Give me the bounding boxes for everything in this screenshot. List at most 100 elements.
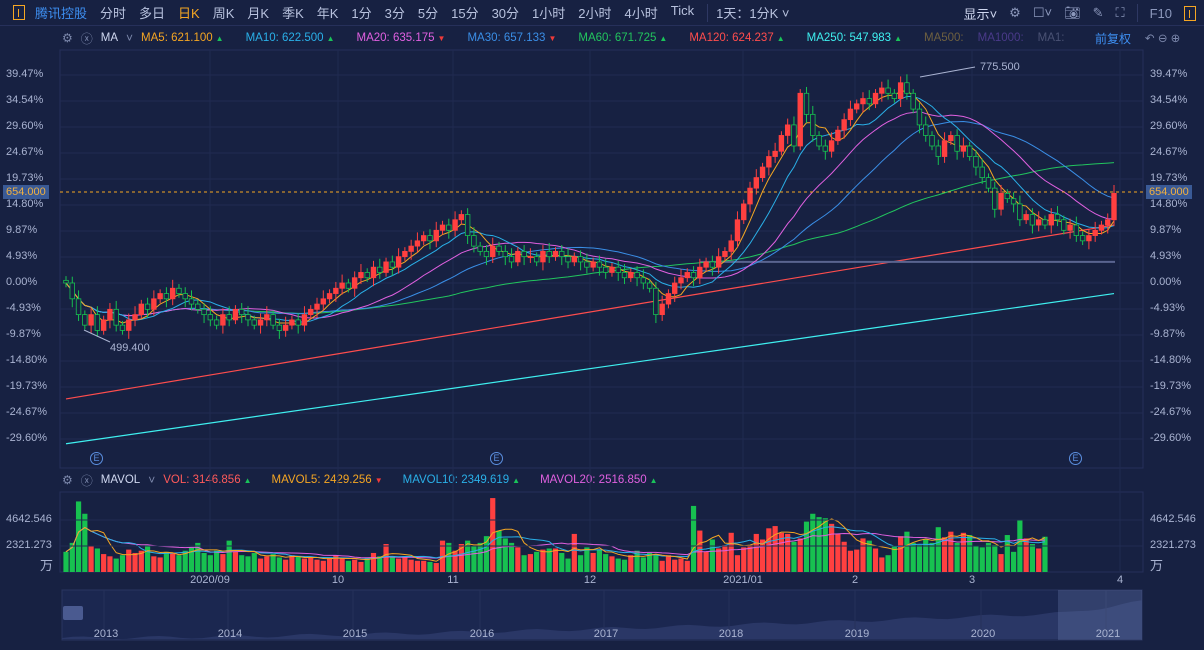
candle	[188, 298, 195, 305]
volume-bar	[521, 555, 527, 572]
gear-icon[interactable]: ⚙	[62, 473, 73, 487]
indicator-name[interactable]: MA	[100, 32, 119, 44]
volume-bar	[320, 560, 326, 572]
navigator-year: 2019	[844, 628, 870, 640]
stock-name[interactable]: 腾讯控股	[35, 6, 88, 21]
candle	[126, 319, 132, 331]
volume-bar	[728, 532, 734, 572]
volume-bar	[113, 558, 119, 572]
volume-bar	[565, 558, 571, 572]
camera-icon[interactable]: 📷︎	[1064, 5, 1081, 20]
tab-4[interactable]: 月K	[247, 6, 270, 21]
tab-12[interactable]: 1小时	[532, 6, 566, 21]
volume-bar	[797, 538, 803, 572]
tab-15[interactable]: Tick	[670, 3, 695, 18]
volume-bar	[1042, 536, 1048, 572]
tab-9[interactable]: 5分	[417, 6, 439, 21]
tab-6[interactable]: 年K	[316, 6, 339, 21]
layout-dropdown-icon[interactable]: ☐˅	[1032, 5, 1053, 20]
legend-item: MA250: 547.983 ▲	[807, 32, 902, 44]
vol-unit-right: 万	[1150, 558, 1164, 573]
volume-bar	[452, 550, 458, 572]
candle	[778, 135, 785, 152]
tab-2[interactable]: 日K	[178, 6, 200, 21]
tab-7[interactable]: 1分	[351, 6, 372, 21]
legend-label: MA20: 635.175	[356, 32, 435, 44]
volume-bar	[941, 537, 948, 572]
volume-bar	[471, 546, 477, 572]
chevron-down-icon[interactable]: ˅	[148, 473, 156, 487]
gear-icon[interactable]: ⚙	[1009, 5, 1021, 20]
fullscreen-icon[interactable]: ⛶	[1115, 5, 1125, 20]
trend-up-icon: ▲	[659, 34, 668, 43]
f10-button[interactable]: F10	[1149, 5, 1172, 21]
close-icon[interactable]: ⓧ	[80, 31, 93, 46]
event-marker[interactable]: E	[490, 452, 503, 465]
volume-bar	[891, 546, 897, 572]
panel-toggle-icon[interactable]	[13, 5, 25, 20]
volume-bar	[753, 533, 759, 572]
y-tick-left: 34.54%	[6, 93, 44, 106]
candle	[314, 303, 320, 310]
y-tick-right: 19.73%	[1150, 172, 1188, 185]
navigator-scroll-handle[interactable]	[63, 606, 83, 620]
panel-toggle-right-icon[interactable]	[1184, 5, 1196, 21]
gear-icon[interactable]: ⚙	[62, 31, 73, 45]
tab-3[interactable]: 周K	[212, 6, 235, 21]
volume-bar	[63, 551, 69, 572]
period-select[interactable]: 1天：1分K ˅	[716, 6, 790, 21]
mavol20-line	[65, 526, 1046, 559]
volume-bar	[515, 547, 521, 572]
volume-bar	[308, 557, 314, 572]
volume-bar	[559, 552, 565, 572]
display-dropdown[interactable]: 显示˅	[963, 6, 998, 22]
tab-14[interactable]: 4小时	[624, 6, 658, 21]
tab-13[interactable]: 2小时	[578, 6, 612, 21]
navigator-area	[62, 600, 1142, 640]
legend-label: VOL: 3146.856	[163, 474, 241, 486]
candle	[565, 256, 571, 263]
tab-1[interactable]: 多日	[139, 6, 166, 21]
volume-bar	[747, 545, 753, 572]
chevron-down-icon[interactable]: ˅	[126, 31, 134, 45]
volume-bar	[772, 526, 778, 572]
tab-0[interactable]: 分时	[100, 6, 127, 21]
candle	[270, 314, 276, 326]
navigator-selection[interactable]	[1058, 590, 1142, 640]
tab-11[interactable]: 30分	[491, 6, 520, 21]
candle	[502, 250, 508, 258]
tab-5[interactable]: 季K	[282, 6, 304, 21]
close-icon[interactable]: ⓧ	[80, 473, 93, 488]
candle	[998, 193, 1004, 210]
volume-bar	[659, 560, 665, 572]
volume-bar	[916, 545, 923, 572]
candle	[885, 87, 891, 94]
navigator-year: 2014	[217, 628, 243, 640]
navigator-year: 2016	[469, 628, 495, 640]
candle	[904, 82, 910, 94]
volume-bar	[107, 556, 113, 572]
event-marker[interactable]: E	[1069, 452, 1082, 465]
y-tick-right: 34.54%	[1150, 93, 1188, 106]
pencil-icon[interactable]: ✎	[1092, 5, 1104, 20]
undo-icon[interactable]: ↶ ⊖ ⊕	[1145, 33, 1181, 45]
volume-bar	[872, 548, 879, 572]
indicator-name[interactable]: MAVOL	[100, 474, 141, 486]
event-marker[interactable]: E	[90, 452, 103, 465]
adjust-button[interactable]: 前复权	[1095, 31, 1132, 46]
tab-8[interactable]: 3分	[384, 6, 405, 21]
volume-bar	[929, 542, 935, 572]
candle	[477, 245, 483, 252]
legend-label: MA1000:	[977, 32, 1024, 44]
candle	[213, 319, 220, 326]
candle	[395, 256, 402, 268]
candle	[295, 319, 301, 326]
x-tick: 4	[1116, 574, 1124, 586]
vol-tick-right: 4642.546	[1150, 513, 1196, 525]
candle	[992, 187, 998, 210]
volume-bar	[960, 532, 966, 572]
tab-10[interactable]: 15分	[451, 6, 479, 21]
volume-bar	[829, 523, 835, 572]
volume-bar	[301, 558, 308, 572]
